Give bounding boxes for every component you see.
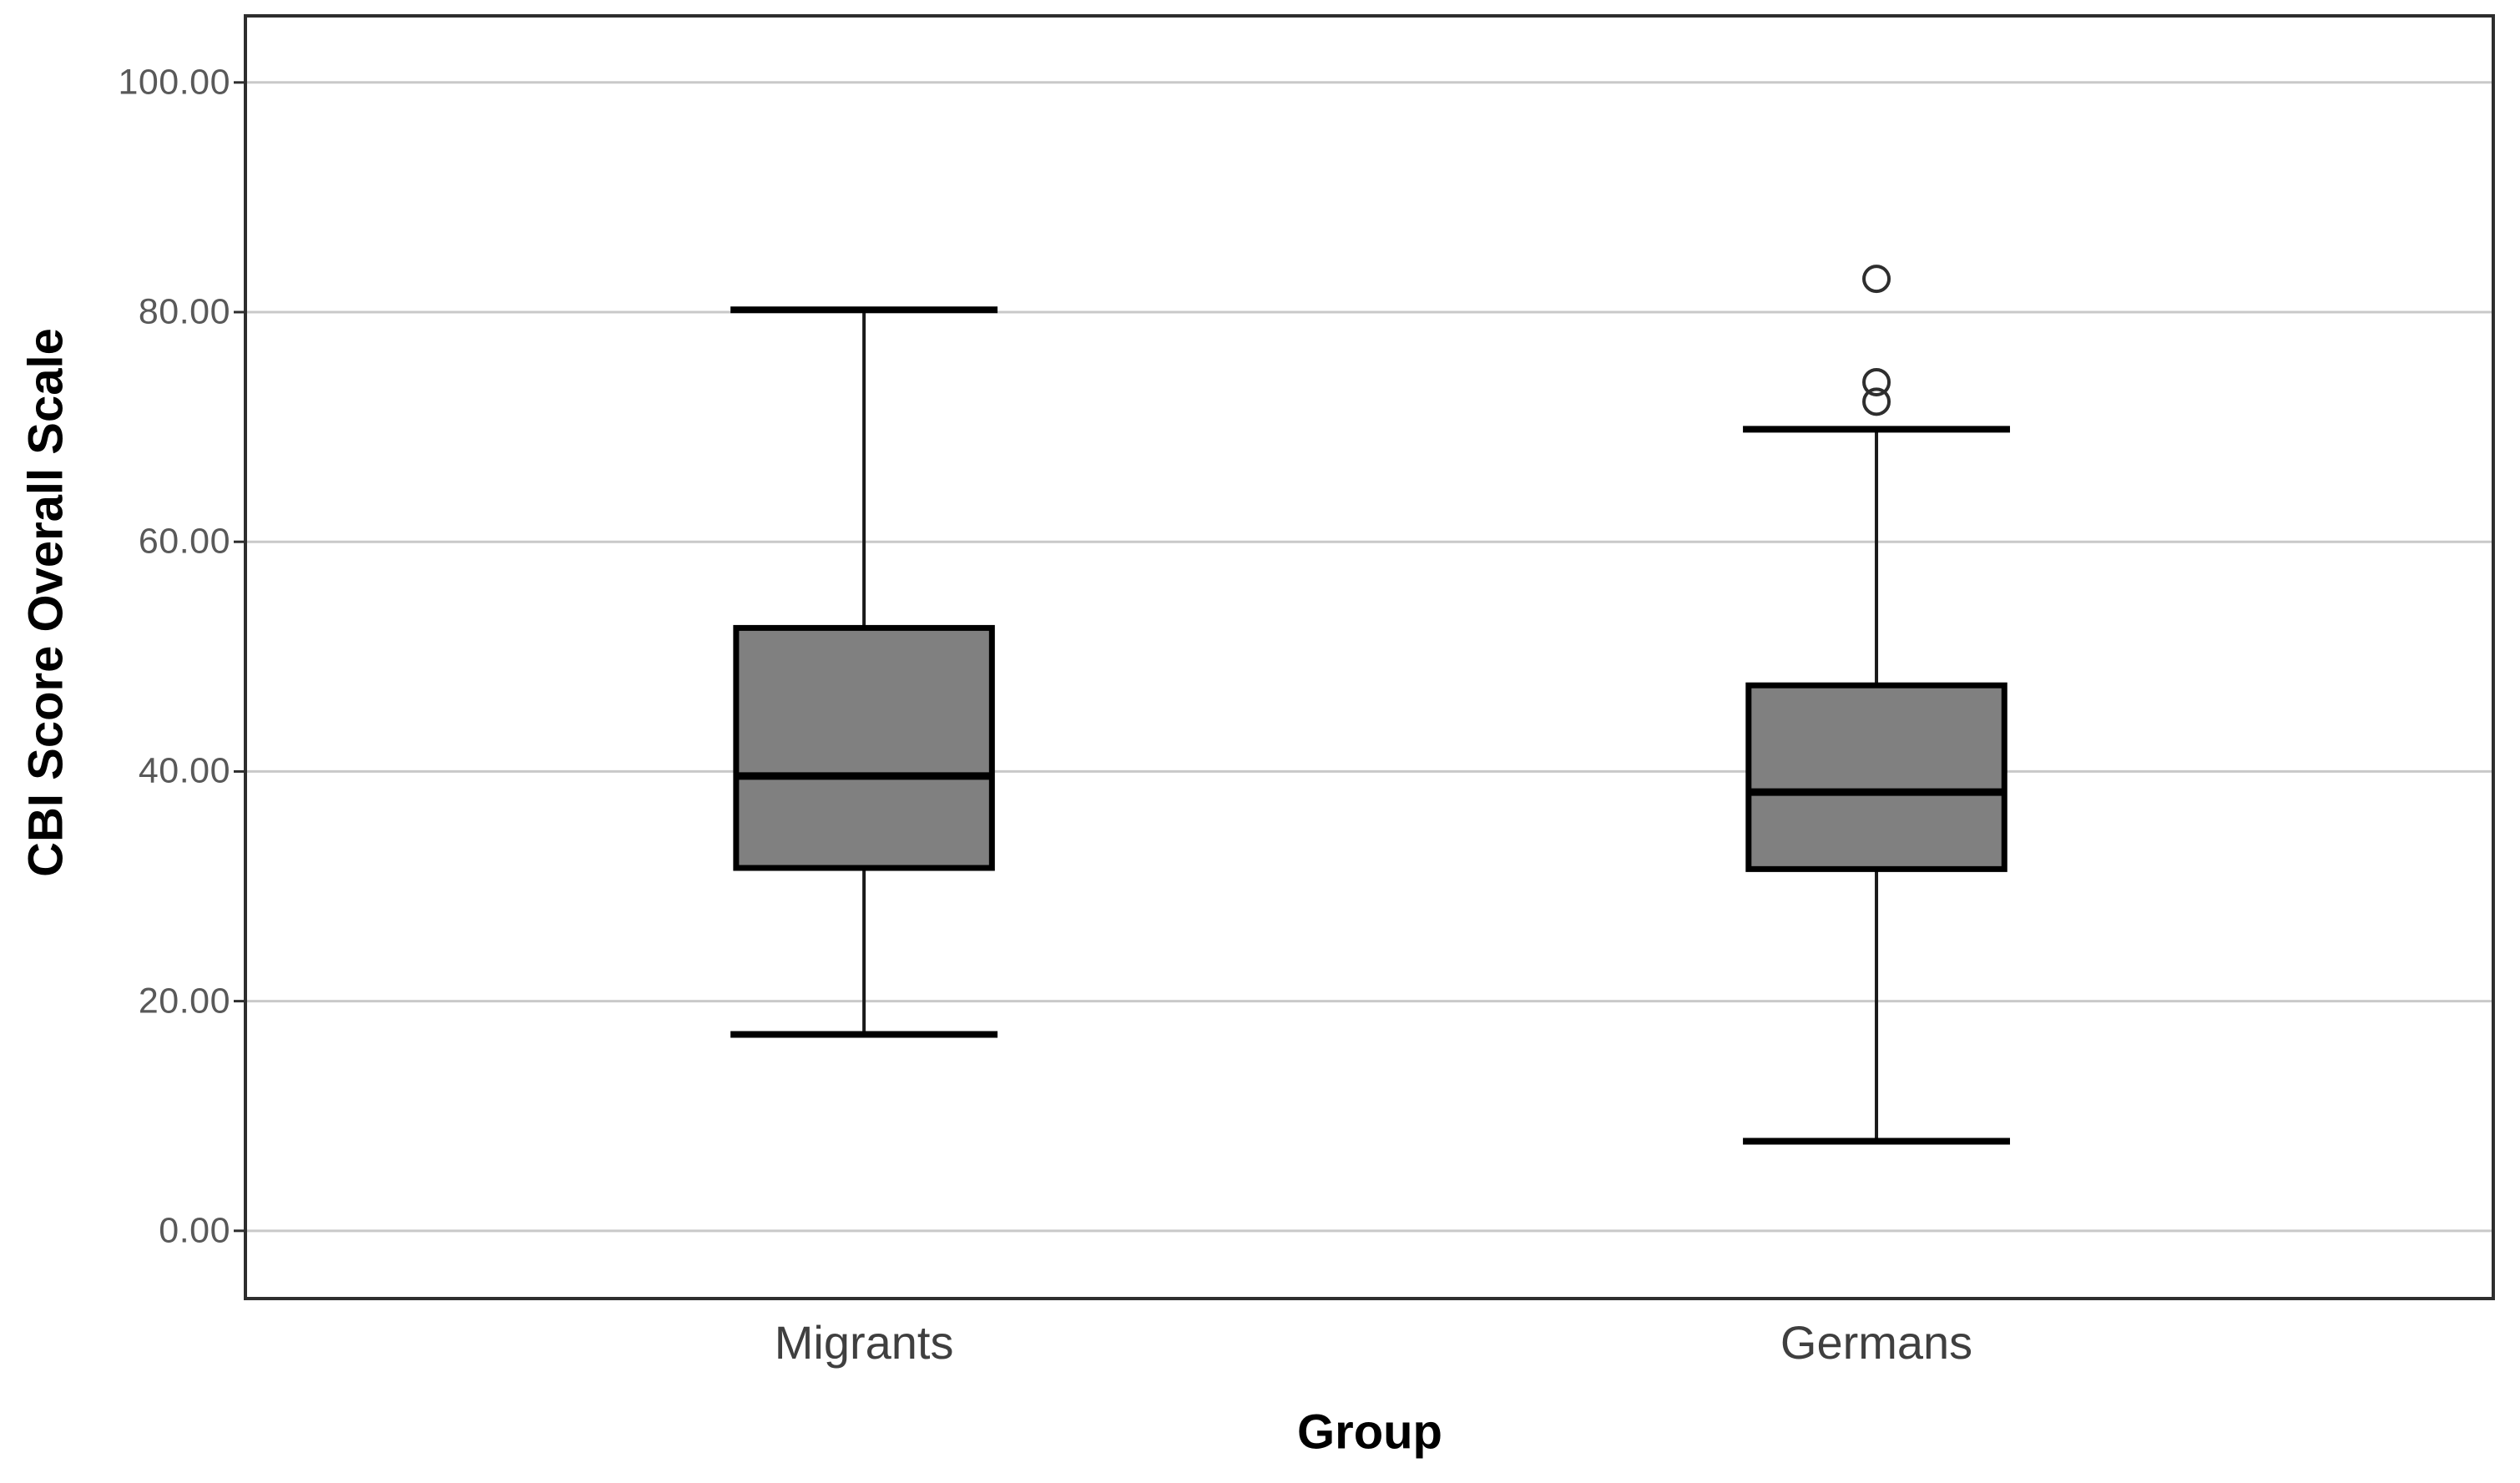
x-axis-title: Group	[1297, 1405, 1442, 1460]
y-tick-label: 20.00	[138, 981, 230, 1021]
x-category-label-migrants: Migrants	[774, 1316, 954, 1369]
x-category-label-germans: Germans	[1780, 1316, 1973, 1369]
y-tick-label: 60.00	[138, 521, 230, 562]
y-tick-label: 0.00	[159, 1210, 230, 1251]
outlier-point	[1862, 367, 1891, 396]
y-tick-label: 100.00	[118, 62, 230, 103]
plot-frame	[244, 14, 2495, 1300]
x-axis-title-text: Group	[1297, 1405, 1442, 1460]
y-tick-label: 80.00	[138, 291, 230, 332]
outlier-point	[1862, 265, 1891, 294]
y-tick-label: 40.00	[138, 750, 230, 791]
box-germans	[1745, 682, 2007, 872]
outlier-point	[1862, 387, 1891, 416]
box-migrants	[733, 624, 995, 871]
